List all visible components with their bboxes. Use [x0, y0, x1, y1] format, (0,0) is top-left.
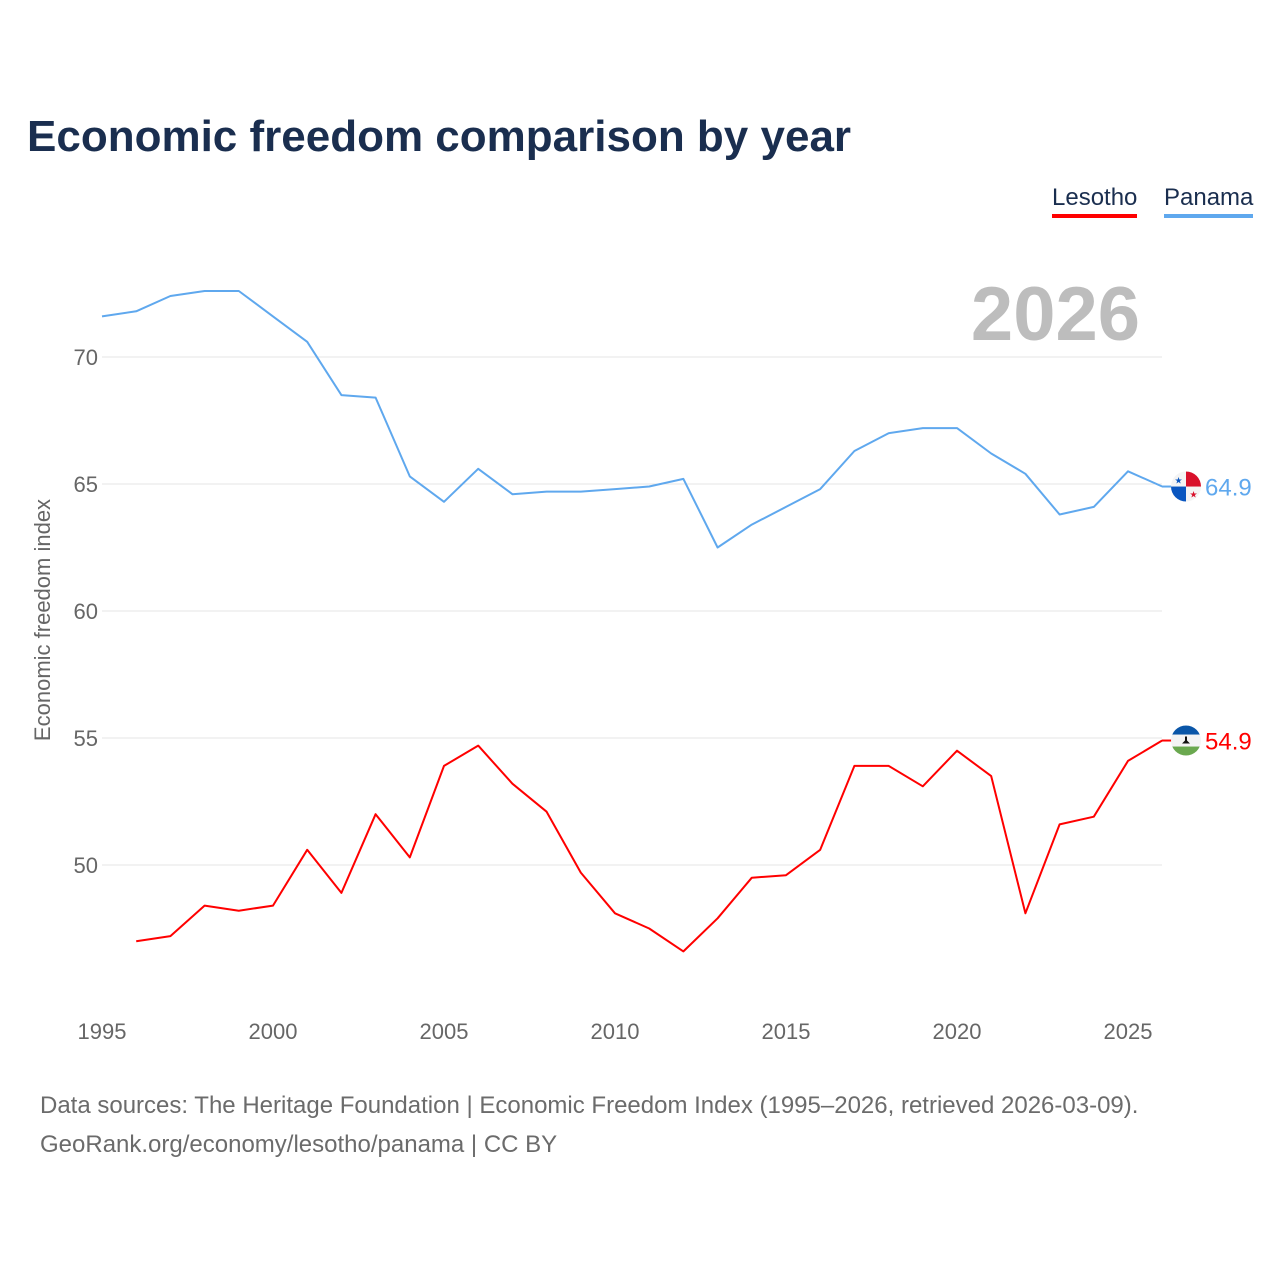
- year-label: 2026: [971, 272, 1140, 357]
- end-value-label: 54.9: [1205, 729, 1252, 756]
- flag-blue: [1171, 725, 1201, 735]
- flag-green: [1171, 746, 1201, 756]
- series-line-panama: [101, 290, 1163, 549]
- hat-icon: [1182, 736, 1190, 744]
- flag-body: [1171, 725, 1201, 756]
- y-tick-label: 55: [74, 726, 98, 751]
- legend-item-lesotho[interactable]: Lesotho: [1052, 184, 1138, 218]
- y-tick-label: 50: [74, 853, 98, 878]
- star-icon: ★: [1174, 476, 1182, 486]
- x-tick-label: 2020: [933, 1019, 982, 1044]
- x-tick-label: 2015: [762, 1019, 811, 1044]
- x-tick-label: 2000: [249, 1019, 298, 1044]
- source-note: Data sources: The Heritage Foundation | …: [40, 1086, 1138, 1164]
- x-tick-label: 1995: [78, 1019, 127, 1044]
- flag-body: ★★: [1171, 471, 1201, 502]
- source-line-2[interactable]: GeoRank.org/economy/lesotho/panama | CC …: [40, 1131, 558, 1158]
- y-tick-label: 65: [74, 472, 98, 497]
- flag-blue: [1171, 486, 1186, 502]
- x-tick-label: 2010: [591, 1019, 640, 1044]
- lesotho-flag-icon: [1171, 725, 1201, 756]
- y-axis-label: Economic freedom index: [30, 499, 55, 741]
- series-line-lesotho: [136, 739, 1163, 953]
- x-tick-label: 2025: [1104, 1019, 1153, 1044]
- chart-title: Economic freedom comparison by year: [27, 112, 852, 161]
- star-icon: ★: [1189, 490, 1197, 500]
- source-line-1: Data sources: The Heritage Foundation | …: [40, 1092, 1139, 1119]
- flag-red: [1186, 471, 1201, 487]
- panama-flag-icon: ★★: [1171, 471, 1201, 502]
- legend-item-panama[interactable]: Panama: [1164, 184, 1254, 218]
- y-tick-label: 60: [74, 599, 98, 624]
- y-tick-label: 70: [74, 345, 98, 370]
- x-tick-label: 2005: [420, 1019, 469, 1044]
- end-value-label: 64.9: [1205, 475, 1252, 502]
